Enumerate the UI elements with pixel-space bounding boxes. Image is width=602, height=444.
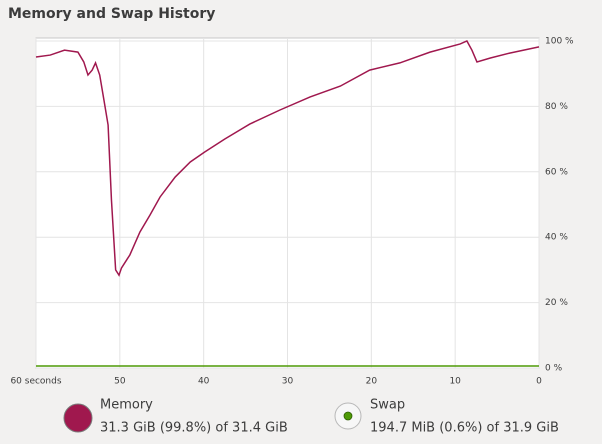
y-tick-label: 80 % bbox=[545, 102, 568, 112]
legend-label: Memory bbox=[100, 398, 153, 413]
x-tick-label: 40 bbox=[198, 377, 210, 387]
y-tick-label: 40 % bbox=[545, 233, 568, 243]
x-tick-label: 20 bbox=[366, 377, 378, 387]
chart-title: Memory and Swap History bbox=[8, 6, 215, 22]
legend-label: Swap bbox=[370, 398, 405, 413]
x-tick-label: 50 bbox=[114, 377, 126, 387]
x-tick-label: 60 seconds bbox=[10, 377, 61, 387]
series-line bbox=[35, 40, 540, 277]
legend-detail: 194.7 MiB (0.6%) of 31.9 GiB bbox=[370, 421, 559, 436]
legend-swatch bbox=[63, 403, 93, 433]
legend-detail: 31.3 GiB (99.8%) of 31.4 GiB bbox=[100, 421, 288, 436]
y-tick-label: 20 % bbox=[545, 298, 568, 308]
x-tick-label: 30 bbox=[282, 377, 294, 387]
x-tick-label: 10 bbox=[449, 377, 461, 387]
legend-swatch-dot bbox=[343, 411, 353, 421]
y-tick-label: 100 % bbox=[545, 37, 574, 47]
y-tick-label: 60 % bbox=[545, 167, 568, 177]
y-tick-label: 0 % bbox=[545, 364, 563, 374]
x-tick-label: 0 bbox=[536, 377, 542, 387]
